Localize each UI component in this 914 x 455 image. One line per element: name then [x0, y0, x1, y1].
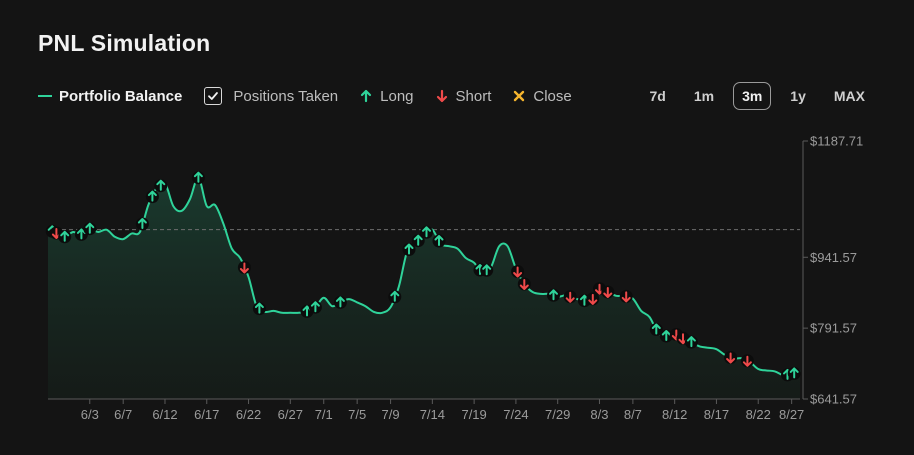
- x-tick-label: 7/29: [545, 407, 570, 422]
- marker-long: [402, 243, 416, 256]
- x-tick-label: 8/17: [704, 407, 729, 422]
- marker-long: [191, 171, 205, 185]
- marker-short: [586, 292, 600, 306]
- x-tick-label: 6/22: [236, 407, 261, 422]
- marker-long: [480, 263, 494, 277]
- marker-short: [619, 289, 633, 303]
- x-tick-label: 6/17: [194, 407, 219, 422]
- x-tick-label: 7/19: [461, 407, 486, 422]
- arrow-up-icon: [361, 89, 372, 103]
- marker-short: [511, 265, 525, 278]
- marker-short: [740, 354, 754, 368]
- marker-long: [308, 300, 322, 314]
- marker-long: [684, 335, 698, 349]
- period-7d[interactable]: 7d: [649, 88, 666, 104]
- marker-long: [411, 234, 425, 248]
- x-tick-label: 7/14: [420, 407, 445, 422]
- x-tick-label: 8/3: [590, 407, 608, 422]
- marker-long: [154, 179, 168, 193]
- marker-long: [135, 217, 149, 231]
- y-tick-label: $941.57: [810, 250, 857, 265]
- marker-long: [145, 190, 159, 204]
- x-tick-label: 8/12: [662, 407, 687, 422]
- legend-close: Close: [513, 87, 572, 105]
- marker-long: [58, 230, 72, 244]
- chart-legend: Portfolio Balance Positions Taken Long S…: [38, 84, 594, 108]
- period-max[interactable]: MAX: [833, 88, 865, 104]
- positions-checkbox[interactable]: [204, 87, 223, 105]
- legend-short-label: Short: [455, 87, 492, 105]
- x-tick-label: 6/27: [278, 407, 303, 422]
- marker-short: [563, 290, 577, 304]
- x-tick-label: 7/9: [382, 407, 400, 422]
- y-tick-label: $1187.71: [810, 134, 863, 149]
- marker-long: [333, 295, 347, 309]
- legend-close-label: Close: [533, 87, 572, 105]
- x-tick-label: 6/3: [81, 407, 99, 422]
- page-title: PNL Simulation: [38, 30, 211, 56]
- check-icon: [208, 92, 219, 100]
- marker-long: [787, 366, 801, 380]
- marker-long: [420, 225, 433, 239]
- legend-short: Short: [436, 87, 492, 105]
- marker-short: [601, 285, 615, 299]
- arrow-down-icon: [436, 89, 447, 103]
- close-x-icon: [514, 90, 525, 102]
- marker-long: [388, 290, 402, 304]
- legend-positions-label[interactable]: Positions Taken: [233, 87, 339, 105]
- legend-long-label: Long: [380, 87, 414, 105]
- period-3m[interactable]: 3m: [733, 82, 772, 110]
- marker-long: [83, 222, 97, 236]
- marker-long: [649, 323, 663, 336]
- period-1m[interactable]: 1m: [693, 88, 715, 104]
- x-tick-label: 6/7: [114, 407, 132, 422]
- legend-long: Long: [360, 87, 414, 105]
- marker-long: [547, 288, 560, 302]
- balance-area: [48, 177, 800, 399]
- marker-short: [724, 351, 738, 364]
- y-tick-label: $641.57: [810, 392, 857, 407]
- marker-long: [252, 302, 266, 316]
- x-tick-label: 8/22: [746, 407, 771, 422]
- balance-line-swatch: [38, 95, 52, 97]
- marker-short: [237, 261, 251, 274]
- x-tick-label: 6/12: [152, 407, 177, 422]
- x-tick-label: 7/24: [503, 407, 528, 422]
- x-tick-label: 7/5: [348, 407, 366, 422]
- marker-long: [659, 329, 673, 343]
- period-1y[interactable]: 1y: [790, 88, 806, 104]
- period-selector: 7d 1m 3m 1y MAX: [630, 82, 874, 110]
- legend-balance-label: Portfolio Balance: [59, 87, 183, 105]
- x-tick-label: 8/7: [624, 407, 642, 422]
- x-tick-label: 7/1: [315, 407, 333, 422]
- x-tick-label: 8/27: [779, 407, 804, 422]
- marker-long: [432, 234, 446, 248]
- y-tick-label: $791.57: [810, 321, 857, 336]
- marker-short: [517, 277, 531, 291]
